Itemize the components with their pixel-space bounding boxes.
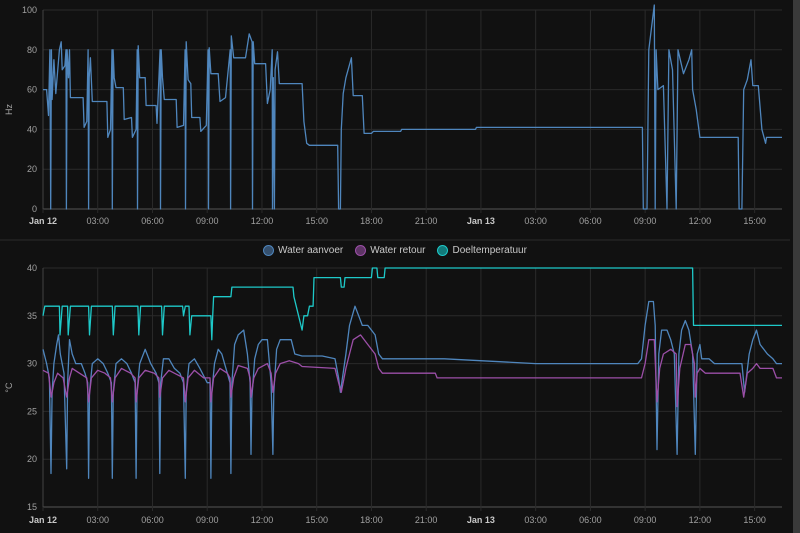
legend-item-doeltemperatuur[interactable]: Doeltemperatuur: [437, 245, 527, 256]
legend-dot-icon: [263, 245, 275, 256]
y-tick-label: 60: [27, 85, 37, 95]
y-tick-label: 40: [27, 124, 37, 134]
scrollbar[interactable]: [793, 0, 800, 533]
x-tick-label: 15:00: [743, 216, 766, 226]
y-tick-label: 20: [27, 454, 37, 464]
y-tick-label: 40: [27, 263, 37, 273]
series-line-water-aanvoer: [42, 300, 782, 479]
x-tick-label: 15:00: [305, 216, 328, 226]
legend-dot-icon: [355, 245, 367, 256]
x-tick-label: 06:00: [141, 515, 164, 525]
x-tick-label: 21:00: [415, 216, 438, 226]
x-tick-label: 03:00: [524, 515, 547, 525]
legend-item-water-retour[interactable]: Water retour: [355, 245, 425, 256]
x-tick-label: 12:00: [689, 515, 712, 525]
y-tick-label: 80: [27, 45, 37, 55]
x-tick-label: 06:00: [579, 216, 602, 226]
x-tick-label: 12:00: [251, 515, 274, 525]
y-tick-label: 0: [32, 204, 37, 214]
x-tick-label: 21:00: [415, 515, 438, 525]
x-tick-label: 03:00: [86, 515, 109, 525]
y-tick-label: 15: [27, 502, 37, 512]
x-tick-label: Jan 13: [467, 216, 495, 226]
series-line-water-retour: [42, 334, 782, 408]
x-tick-label: 15:00: [305, 515, 328, 525]
y-tick-label: 100: [22, 5, 37, 15]
x-tick-label: 15:00: [743, 515, 766, 525]
legend-label: Water aanvoer: [278, 245, 344, 256]
y-tick-label: 25: [27, 406, 37, 416]
x-tick-label: Jan 12: [29, 216, 57, 226]
x-tick-label: 12:00: [251, 216, 274, 226]
y-axis-title: Hz: [4, 104, 14, 115]
x-tick-label: 09:00: [196, 216, 219, 226]
x-tick-label: Jan 13: [467, 515, 495, 525]
y-axis-title: °C: [4, 382, 14, 393]
x-tick-label: 09:00: [634, 216, 657, 226]
x-tick-label: 09:00: [196, 515, 219, 525]
legend-dot-icon: [437, 245, 449, 256]
x-tick-label: 06:00: [141, 216, 164, 226]
x-tick-label: 18:00: [360, 216, 383, 226]
series-line-frequentie: [43, 4, 782, 210]
x-tick-label: 03:00: [524, 216, 547, 226]
y-tick-label: 30: [27, 359, 37, 369]
x-tick-label: 09:00: [634, 515, 657, 525]
x-tick-label: Jan 12: [29, 515, 57, 525]
x-tick-label: 18:00: [360, 515, 383, 525]
x-tick-label: 12:00: [689, 216, 712, 226]
x-tick-label: 06:00: [579, 515, 602, 525]
y-tick-label: 35: [27, 311, 37, 321]
series-line-doeltemperatuur: [42, 267, 782, 341]
legend-item-water-aanvoer[interactable]: Water aanvoer: [263, 245, 343, 256]
y-tick-label: 20: [27, 164, 37, 174]
legend-label: Water retour: [370, 245, 426, 256]
legend: Water aanvoer Water retour Doeltemperatu…: [0, 245, 790, 256]
x-tick-label: 03:00: [86, 216, 109, 226]
legend-label: Doeltemperatuur: [452, 245, 527, 256]
